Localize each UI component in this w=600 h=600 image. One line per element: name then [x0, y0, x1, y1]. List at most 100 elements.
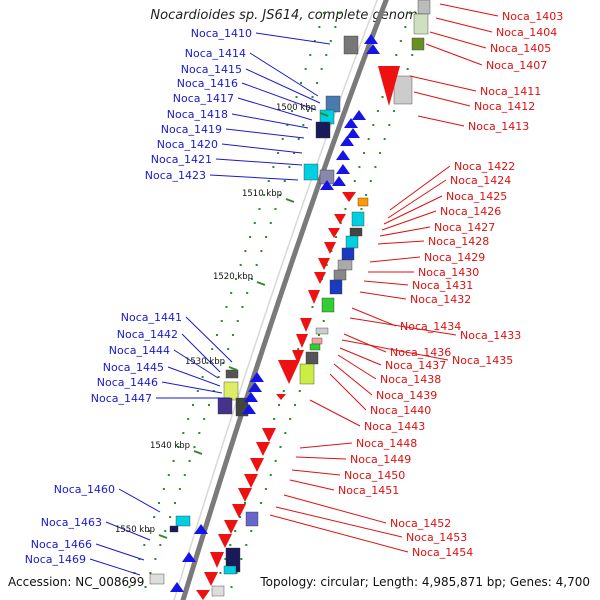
tick-dot: [293, 404, 296, 406]
gene-label-noca-1447[interactable]: Noca_1447: [91, 392, 152, 405]
leader-line: [231, 113, 309, 129]
gene-label-noca-1469[interactable]: Noca_1469: [25, 553, 86, 566]
tick-dot: [302, 124, 305, 126]
scale-label: 1510 kbp: [242, 189, 282, 199]
gene-label-noca-1449[interactable]: Noca_1449: [350, 453, 411, 466]
gene-label-noca-1451[interactable]: Noca_1451: [338, 484, 399, 497]
tick-dot: [236, 320, 239, 322]
gene-label-noca-1410[interactable]: Noca_1410: [191, 27, 252, 40]
tick-dot: [395, 54, 398, 56]
tick-dot: [249, 236, 252, 238]
tick-dot: [167, 474, 170, 476]
gene-label-noca-1423[interactable]: Noca_1423: [145, 169, 206, 182]
gene-label-noca-1418[interactable]: Noca_1418: [167, 108, 228, 121]
gene-label-noca-1434[interactable]: Noca_1434: [400, 320, 461, 333]
gene-label-noca-1441[interactable]: Noca_1441: [121, 311, 182, 324]
tick-dot: [406, 68, 409, 70]
tick-dot: [174, 502, 177, 504]
gene-label-noca-1417[interactable]: Noca_1417: [173, 92, 234, 105]
tick-dot: [244, 502, 247, 504]
gene-label-noca-1445[interactable]: Noca_1445: [103, 361, 164, 374]
gene-label-noca-1435[interactable]: Noca_1435: [452, 354, 513, 367]
gene-label-noca-1438[interactable]: Noca_1438: [380, 373, 441, 386]
gene-label-noca-1424[interactable]: Noca_1424: [450, 174, 511, 187]
gene-block: [341, 247, 355, 261]
gene-block: [413, 13, 429, 35]
gene-label-noca-1425[interactable]: Noca_1425: [446, 190, 507, 203]
gene-label-noca-1420[interactable]: Noca_1420: [157, 138, 218, 151]
gene-label-noca-1463[interactable]: Noca_1463: [41, 516, 102, 529]
gene-arrow: [244, 392, 258, 402]
gene-label-noca-1452[interactable]: Noca_1452: [390, 517, 451, 530]
gene-block: [303, 163, 319, 181]
gene-label-noca-1419[interactable]: Noca_1419: [161, 123, 222, 136]
tick-dot: [290, 110, 293, 112]
gene-block: [225, 369, 239, 379]
scale-label: 1550 kbp: [115, 525, 155, 535]
leader-line: [339, 347, 382, 366]
gene-label-noca-1403[interactable]: Noca_1403: [502, 10, 563, 23]
gene-label-noca-1439[interactable]: Noca_1439: [376, 389, 437, 402]
tick-dot: [334, 26, 337, 28]
gene-label-noca-1446[interactable]: Noca_1446: [97, 376, 158, 389]
tick-dot: [178, 488, 181, 490]
gene-label-noca-1428[interactable]: Noca_1428: [428, 235, 489, 248]
gene-label-noca-1429[interactable]: Noca_1429: [424, 251, 485, 264]
gene-arrow: [262, 428, 276, 442]
gene-label-noca-1430[interactable]: Noca_1430: [418, 266, 479, 279]
leader-line: [389, 165, 451, 211]
tick-dot: [260, 250, 263, 252]
leader-line: [369, 256, 421, 263]
gene-label-noca-1416[interactable]: Noca_1416: [177, 77, 238, 90]
gene-block: [315, 327, 329, 335]
gene-label-noca-1413[interactable]: Noca_1413: [468, 120, 529, 133]
gene-label-noca-1442[interactable]: Noca_1442: [117, 328, 178, 341]
gene-label-noca-1440[interactable]: Noca_1440: [370, 404, 431, 417]
tick-dot: [234, 278, 237, 280]
gene-label-noca-1415[interactable]: Noca_1415: [181, 63, 242, 76]
gene-label-noca-1448[interactable]: Noca_1448: [356, 437, 417, 450]
gene-label-noca-1450[interactable]: Noca_1450: [344, 469, 405, 482]
gene-label-noca-1454[interactable]: Noca_1454: [412, 546, 473, 559]
gene-label-noca-1411[interactable]: Noca_1411: [480, 85, 541, 98]
gene-label-noca-1407[interactable]: Noca_1407: [486, 59, 547, 72]
gene-arrow: [352, 110, 366, 120]
gene-label-noca-1460[interactable]: Noca_1460: [54, 483, 115, 496]
gene-label-noca-1437[interactable]: Noca_1437: [385, 359, 446, 372]
gene-label-noca-1436[interactable]: Noca_1436: [390, 346, 451, 359]
gene-label-noca-1444[interactable]: Noca_1444: [109, 344, 170, 357]
gene-label-noca-1426[interactable]: Noca_1426: [440, 205, 501, 218]
tick-dot: [277, 404, 280, 406]
gene-label-noca-1427[interactable]: Noca_1427: [434, 221, 495, 234]
gene-label-noca-1431[interactable]: Noca_1431: [412, 279, 473, 292]
tick-dot: [264, 488, 267, 490]
gene-label-noca-1453[interactable]: Noca_1453: [406, 531, 467, 544]
gene-label-noca-1443[interactable]: Noca_1443: [364, 420, 425, 433]
tick-dot: [322, 320, 325, 322]
gene-label-noca-1433[interactable]: Noca_1433: [460, 329, 521, 342]
gene-label-noca-1414[interactable]: Noca_1414: [185, 47, 246, 60]
gene-label-noca-1421[interactable]: Noca_1421: [151, 153, 212, 166]
gene-label-noca-1422[interactable]: Noca_1422: [454, 160, 515, 173]
leader-line: [379, 226, 431, 237]
tick-dot: [279, 446, 282, 448]
gene-label-noca-1412[interactable]: Noca_1412: [474, 100, 535, 113]
gene-arrow: [378, 66, 400, 106]
tick-dot: [376, 110, 379, 112]
gene-label-noca-1466[interactable]: Noca_1466: [31, 538, 92, 551]
leader-line: [351, 307, 397, 327]
gene-arrow: [196, 590, 210, 600]
gene-label-noca-1432[interactable]: Noca_1432: [410, 293, 471, 306]
tick-dot: [281, 138, 284, 140]
tick-dot: [309, 54, 312, 56]
tick-dot: [300, 82, 303, 84]
tick-dot: [149, 572, 152, 574]
leader-line: [349, 317, 457, 336]
tick-dot: [335, 236, 338, 238]
scale-label: 1500 kbp: [276, 103, 316, 113]
leader-line: [299, 442, 353, 449]
tick-dot: [203, 418, 206, 420]
gene-label-noca-1405[interactable]: Noca_1405: [490, 42, 551, 55]
gene-label-noca-1404[interactable]: Noca_1404: [496, 26, 557, 39]
